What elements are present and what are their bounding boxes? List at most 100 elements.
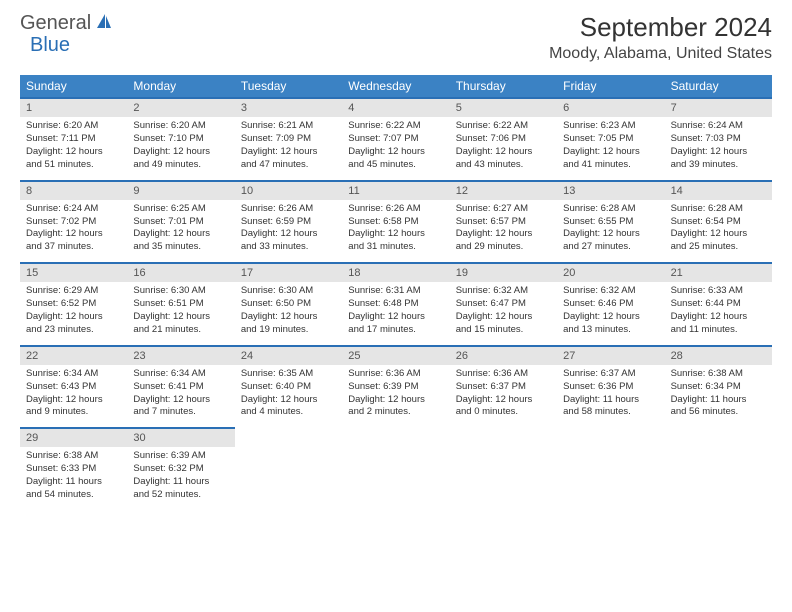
day-number: 16 bbox=[127, 262, 234, 282]
day-daylight1: Daylight: 12 hours bbox=[671, 146, 766, 159]
logo: General bbox=[20, 12, 115, 35]
day-sunrise: Sunrise: 6:20 AM bbox=[133, 120, 228, 133]
day-cell: 6Sunrise: 6:23 AMSunset: 7:05 PMDaylight… bbox=[557, 97, 664, 180]
day-number: 14 bbox=[665, 180, 772, 200]
day-sunrise: Sunrise: 6:30 AM bbox=[133, 285, 228, 298]
day-daylight1: Daylight: 12 hours bbox=[133, 146, 228, 159]
day-cell: 13Sunrise: 6:28 AMSunset: 6:55 PMDayligh… bbox=[557, 180, 664, 263]
logo-text-general: General bbox=[20, 12, 91, 35]
day-daylight1: Daylight: 12 hours bbox=[348, 228, 443, 241]
day-sunrise: Sunrise: 6:22 AM bbox=[348, 120, 443, 133]
day-cell: 1Sunrise: 6:20 AMSunset: 7:11 PMDaylight… bbox=[20, 97, 127, 180]
day-daylight2: and 47 minutes. bbox=[241, 159, 336, 172]
day-sunset: Sunset: 6:33 PM bbox=[26, 463, 121, 476]
day-content: Sunrise: 6:32 AMSunset: 6:47 PMDaylight:… bbox=[450, 282, 557, 344]
day-cell: 21Sunrise: 6:33 AMSunset: 6:44 PMDayligh… bbox=[665, 262, 772, 345]
day-sunset: Sunset: 6:40 PM bbox=[241, 381, 336, 394]
day-cell: 28Sunrise: 6:38 AMSunset: 6:34 PMDayligh… bbox=[665, 345, 772, 428]
day-content: Sunrise: 6:27 AMSunset: 6:57 PMDaylight:… bbox=[450, 200, 557, 262]
week-row: 15Sunrise: 6:29 AMSunset: 6:52 PMDayligh… bbox=[20, 262, 772, 345]
day-daylight2: and 49 minutes. bbox=[133, 159, 228, 172]
week-row: 29Sunrise: 6:38 AMSunset: 6:33 PMDayligh… bbox=[20, 427, 772, 510]
day-daylight2: and 54 minutes. bbox=[26, 489, 121, 502]
day-sunset: Sunset: 6:55 PM bbox=[563, 216, 658, 229]
day-sunset: Sunset: 7:09 PM bbox=[241, 133, 336, 146]
day-sunset: Sunset: 6:32 PM bbox=[133, 463, 228, 476]
day-content: Sunrise: 6:20 AMSunset: 7:10 PMDaylight:… bbox=[127, 117, 234, 179]
day-daylight1: Daylight: 12 hours bbox=[133, 228, 228, 241]
day-sunset: Sunset: 6:48 PM bbox=[348, 298, 443, 311]
day-sunrise: Sunrise: 6:36 AM bbox=[456, 368, 551, 381]
day-sunrise: Sunrise: 6:36 AM bbox=[348, 368, 443, 381]
day-sunrise: Sunrise: 6:24 AM bbox=[26, 203, 121, 216]
day-number: 30 bbox=[127, 427, 234, 447]
day-daylight1: Daylight: 11 hours bbox=[133, 476, 228, 489]
day-sunrise: Sunrise: 6:38 AM bbox=[26, 450, 121, 463]
day-cell bbox=[342, 427, 449, 510]
day-daylight2: and 0 minutes. bbox=[456, 406, 551, 419]
day-header-thursday: Thursday bbox=[450, 75, 557, 97]
day-daylight2: and 4 minutes. bbox=[241, 406, 336, 419]
day-sunrise: Sunrise: 6:39 AM bbox=[133, 450, 228, 463]
day-content: Sunrise: 6:26 AMSunset: 6:58 PMDaylight:… bbox=[342, 200, 449, 262]
logo-text-blue: Blue bbox=[30, 34, 70, 56]
day-sunset: Sunset: 6:39 PM bbox=[348, 381, 443, 394]
calendar-body: 1Sunrise: 6:20 AMSunset: 7:11 PMDaylight… bbox=[20, 97, 772, 510]
day-daylight2: and 58 minutes. bbox=[563, 406, 658, 419]
day-daylight1: Daylight: 12 hours bbox=[563, 146, 658, 159]
day-sunrise: Sunrise: 6:37 AM bbox=[563, 368, 658, 381]
day-sunset: Sunset: 6:59 PM bbox=[241, 216, 336, 229]
day-content: Sunrise: 6:39 AMSunset: 6:32 PMDaylight:… bbox=[127, 447, 234, 509]
day-cell: 7Sunrise: 6:24 AMSunset: 7:03 PMDaylight… bbox=[665, 97, 772, 180]
day-daylight2: and 25 minutes. bbox=[671, 241, 766, 254]
day-sunrise: Sunrise: 6:30 AM bbox=[241, 285, 336, 298]
day-daylight1: Daylight: 12 hours bbox=[456, 394, 551, 407]
day-cell: 30Sunrise: 6:39 AMSunset: 6:32 PMDayligh… bbox=[127, 427, 234, 510]
day-daylight1: Daylight: 12 hours bbox=[348, 394, 443, 407]
day-sunset: Sunset: 6:57 PM bbox=[456, 216, 551, 229]
day-sunrise: Sunrise: 6:26 AM bbox=[241, 203, 336, 216]
day-content: Sunrise: 6:28 AMSunset: 6:54 PMDaylight:… bbox=[665, 200, 772, 262]
day-sunrise: Sunrise: 6:32 AM bbox=[563, 285, 658, 298]
day-sunrise: Sunrise: 6:29 AM bbox=[26, 285, 121, 298]
day-content: Sunrise: 6:30 AMSunset: 6:51 PMDaylight:… bbox=[127, 282, 234, 344]
day-daylight2: and 29 minutes. bbox=[456, 241, 551, 254]
day-header-saturday: Saturday bbox=[665, 75, 772, 97]
day-number: 6 bbox=[557, 97, 664, 117]
day-sunrise: Sunrise: 6:31 AM bbox=[348, 285, 443, 298]
day-daylight2: and 41 minutes. bbox=[563, 159, 658, 172]
day-number: 19 bbox=[450, 262, 557, 282]
day-daylight2: and 56 minutes. bbox=[671, 406, 766, 419]
day-daylight1: Daylight: 12 hours bbox=[26, 146, 121, 159]
day-sunrise: Sunrise: 6:34 AM bbox=[133, 368, 228, 381]
day-daylight2: and 52 minutes. bbox=[133, 489, 228, 502]
day-content: Sunrise: 6:23 AMSunset: 7:05 PMDaylight:… bbox=[557, 117, 664, 179]
day-content: Sunrise: 6:31 AMSunset: 6:48 PMDaylight:… bbox=[342, 282, 449, 344]
day-number: 22 bbox=[20, 345, 127, 365]
day-cell: 5Sunrise: 6:22 AMSunset: 7:06 PMDaylight… bbox=[450, 97, 557, 180]
header: General September 2024 Moody, Alabama, U… bbox=[20, 12, 772, 63]
day-daylight1: Daylight: 11 hours bbox=[26, 476, 121, 489]
day-cell: 10Sunrise: 6:26 AMSunset: 6:59 PMDayligh… bbox=[235, 180, 342, 263]
day-daylight2: and 17 minutes. bbox=[348, 324, 443, 337]
day-number: 26 bbox=[450, 345, 557, 365]
day-header-row: Sunday Monday Tuesday Wednesday Thursday… bbox=[20, 75, 772, 97]
day-sunrise: Sunrise: 6:35 AM bbox=[241, 368, 336, 381]
day-number: 2 bbox=[127, 97, 234, 117]
day-number: 8 bbox=[20, 180, 127, 200]
day-sunset: Sunset: 6:52 PM bbox=[26, 298, 121, 311]
day-daylight1: Daylight: 12 hours bbox=[26, 394, 121, 407]
day-cell bbox=[665, 427, 772, 510]
day-cell: 3Sunrise: 6:21 AMSunset: 7:09 PMDaylight… bbox=[235, 97, 342, 180]
day-daylight2: and 15 minutes. bbox=[456, 324, 551, 337]
day-daylight1: Daylight: 12 hours bbox=[241, 311, 336, 324]
day-content: Sunrise: 6:33 AMSunset: 6:44 PMDaylight:… bbox=[665, 282, 772, 344]
day-daylight1: Daylight: 12 hours bbox=[241, 394, 336, 407]
day-sunset: Sunset: 7:11 PM bbox=[26, 133, 121, 146]
day-daylight2: and 13 minutes. bbox=[563, 324, 658, 337]
day-sunrise: Sunrise: 6:28 AM bbox=[671, 203, 766, 216]
day-cell: 2Sunrise: 6:20 AMSunset: 7:10 PMDaylight… bbox=[127, 97, 234, 180]
day-sunrise: Sunrise: 6:34 AM bbox=[26, 368, 121, 381]
day-number: 23 bbox=[127, 345, 234, 365]
day-number: 25 bbox=[342, 345, 449, 365]
